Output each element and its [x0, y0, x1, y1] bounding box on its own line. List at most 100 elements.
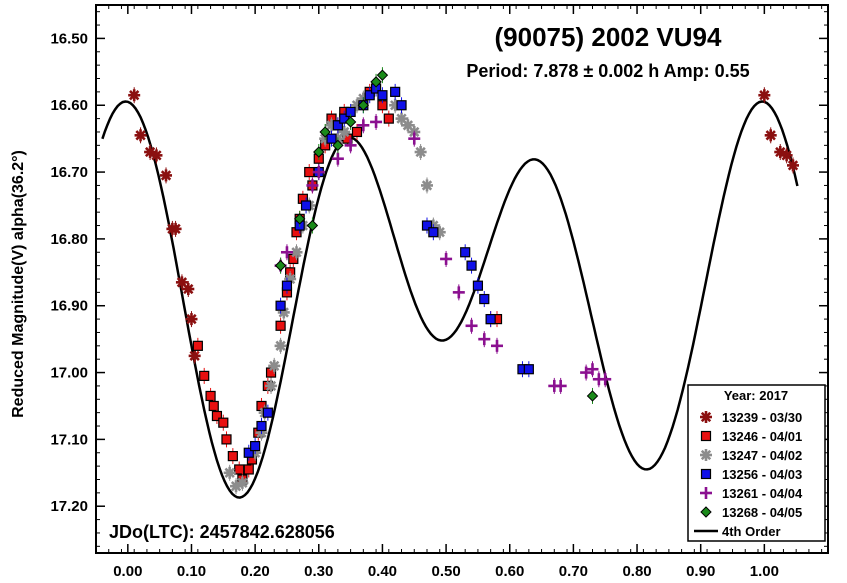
- data-point: [256, 420, 267, 432]
- data-point: [396, 100, 407, 111]
- legend-box: [687, 384, 826, 542]
- y-tick-label: 16.70: [50, 164, 88, 181]
- data-point: [250, 440, 261, 452]
- data-point: [586, 390, 599, 402]
- legend-entry-label: 13246 - 04/01: [722, 429, 802, 444]
- data-point: [268, 359, 281, 372]
- data-point: [188, 349, 201, 362]
- data-point: [280, 246, 293, 259]
- data-point: [274, 259, 287, 272]
- data-point: [344, 139, 357, 152]
- legend: Year: 2017 13239 - 03/30 13246 - 04/01 132…: [687, 384, 826, 542]
- data-point: [319, 126, 331, 138]
- data-point: [758, 89, 771, 102]
- legend-marker: [700, 430, 712, 442]
- y-tick-label: 17.10: [50, 431, 88, 448]
- data-point: [160, 169, 173, 182]
- y-tick-label: 16.90: [50, 298, 88, 315]
- data-point: [208, 400, 219, 412]
- data-point: [128, 89, 141, 102]
- data-point: [599, 373, 612, 386]
- legend-fit-label: 4th Order: [722, 524, 781, 539]
- data-point: [332, 139, 344, 152]
- x-tick-label: 0.90: [686, 563, 715, 580]
- fit-curve-layer: [101, 100, 799, 499]
- data-point: [211, 410, 223, 422]
- legend-marker: [700, 506, 712, 518]
- data-point: [452, 286, 465, 299]
- data-point: [192, 340, 203, 351]
- data-point: [357, 99, 370, 111]
- data-point: [227, 450, 238, 462]
- data-point: [243, 447, 254, 458]
- y-tick-label: 16.50: [50, 30, 88, 47]
- data-point: [274, 339, 287, 352]
- x-tick-label: 0.20: [241, 563, 270, 580]
- data-point: [414, 146, 427, 159]
- data-point: [344, 116, 357, 128]
- data-point: [377, 90, 388, 101]
- chart-title: (90075) 2002 VU94: [495, 22, 722, 52]
- data-point: [205, 390, 216, 402]
- data-point: [408, 132, 421, 145]
- data-point: [523, 364, 534, 375]
- x-tick-label: 1.00: [750, 563, 779, 580]
- legend-entry-label: 13256 - 04/03: [722, 467, 802, 482]
- data-point: [554, 379, 567, 392]
- data-point: [169, 222, 182, 235]
- data-point: [218, 417, 229, 428]
- data-point: [281, 280, 293, 291]
- data-point: [236, 476, 249, 489]
- x-tick-labels: 0.00 0.10 0.20 0.30 0.40 0.50 0.60 0.70 0.80 0.90…: [113, 563, 779, 580]
- chart-subtitle: Period: 7.878 ± 0.002 h Amp: 0.55: [466, 61, 749, 81]
- epoch-annotation: JDo(LTC): 2457842.628056: [109, 522, 335, 542]
- data-point: [485, 313, 496, 325]
- data-point: [764, 129, 777, 142]
- data-point: [300, 200, 312, 211]
- y-tick-label: 17.00: [50, 365, 88, 382]
- x-tick-label: 0.30: [304, 563, 333, 580]
- data-point: [383, 113, 394, 124]
- data-point: [332, 120, 343, 131]
- data-point: [364, 90, 375, 101]
- data-point: [265, 379, 278, 392]
- data-points-layer: [128, 67, 799, 495]
- data-point: [580, 366, 593, 379]
- x-tick-label: 0.60: [495, 563, 524, 580]
- data-point: [428, 227, 439, 238]
- y-tick-label: 17.20: [50, 498, 88, 515]
- legend-entry-label: 13268 - 04/05: [722, 505, 802, 520]
- legend-marker: [700, 487, 712, 499]
- data-point: [312, 166, 325, 179]
- data-point: [491, 339, 504, 352]
- data-point: [586, 363, 599, 376]
- fit-curve-4th-order: [101, 100, 799, 499]
- legend-entry-label: 13261 - 04/04: [722, 486, 803, 501]
- x-tick-label: 0.70: [559, 563, 588, 580]
- data-point: [223, 466, 236, 479]
- x-tick-label: 0.40: [368, 563, 397, 580]
- data-point: [150, 149, 163, 162]
- x-tick-label: 0.00: [113, 563, 142, 580]
- y-tick-label: 16.60: [50, 97, 88, 114]
- data-point: [182, 283, 195, 296]
- data-point: [466, 260, 477, 271]
- data-point: [262, 407, 273, 418]
- axis-ticks: [95, 5, 828, 553]
- data-point: [357, 119, 370, 132]
- data-point: [313, 146, 325, 158]
- legend-entry-label: 13239 - 03/30: [722, 410, 802, 425]
- y-tick-labels: 16.50 16.60 16.70 16.80 16.90 17.00 17.10 17.20: [50, 30, 88, 515]
- data-point: [199, 370, 210, 382]
- legend-entry-label: 13247 - 04/02: [722, 448, 802, 463]
- data-point: [351, 126, 363, 138]
- data-point: [243, 464, 254, 475]
- data-point: [780, 149, 793, 162]
- data-point: [786, 159, 799, 172]
- data-point: [275, 320, 286, 331]
- data-point: [221, 434, 232, 445]
- data-point: [460, 247, 471, 258]
- y-tick-label: 16.80: [50, 231, 88, 248]
- x-tick-label: 0.10: [177, 563, 206, 580]
